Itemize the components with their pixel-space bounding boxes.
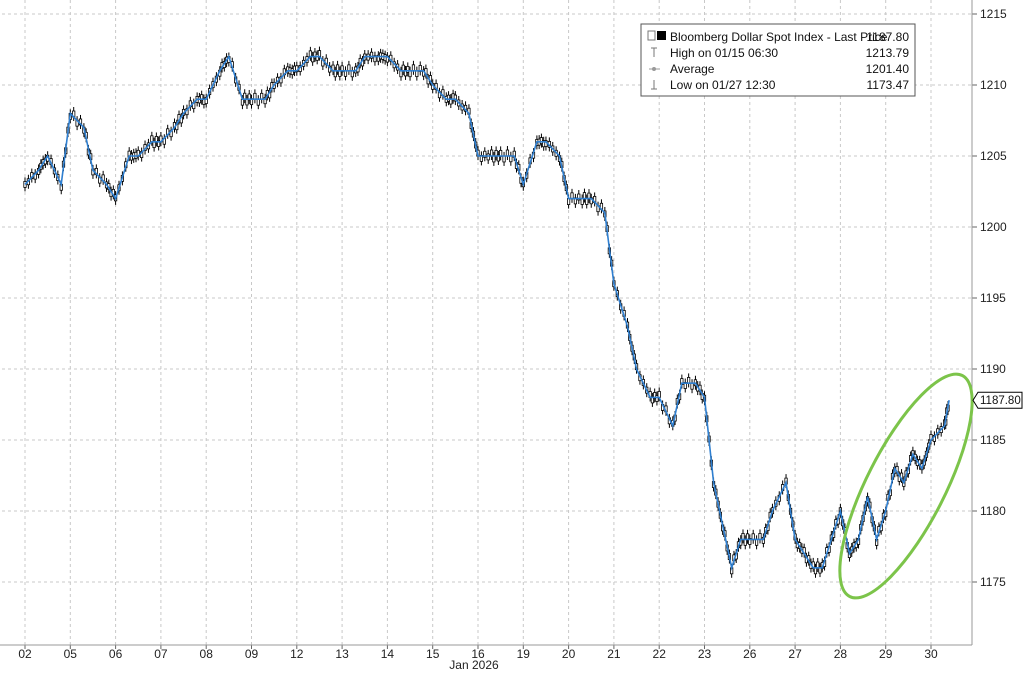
x-tick-label: 29 (879, 647, 893, 661)
high-marker-icon (651, 47, 657, 57)
y-axis-tick-labels: 1175 1180 1185 1190 1195 1200 1205 1210 1215 (972, 7, 1007, 589)
y-tick-label: 1185 (980, 433, 1006, 447)
legend-low-value: 1173.47 (867, 78, 910, 92)
candle-body (240, 98, 245, 106)
x-tick-label: 05 (64, 647, 78, 661)
x-tick-label: 27 (788, 647, 802, 661)
candle-body (758, 533, 762, 540)
legend-collapse-icon (647, 30, 656, 41)
x-axis-tick-labels: 02 05 06 07 08 09 12 13 14 15 16 19 20 21 22 23 26 27 28 29… (18, 645, 938, 661)
y-tick-label: 1195 (980, 291, 1006, 305)
candle-body (741, 533, 745, 540)
y-tick-label: 1180 (980, 504, 1006, 518)
legend-low-label: Low on 01/27 12:30 (670, 78, 776, 92)
candle-body (335, 64, 340, 72)
x-tick-label: 08 (200, 647, 214, 661)
candle-body (317, 50, 322, 58)
candle-body (567, 198, 571, 205)
legend-average-label: Average (670, 62, 715, 76)
x-tick-label: 12 (290, 647, 304, 661)
legend-series-swatch (657, 31, 666, 40)
candle-body (347, 64, 351, 72)
x-tick-label: 26 (743, 647, 757, 661)
last-price-tag-shape (972, 391, 1023, 409)
y-tick-label: 1210 (980, 78, 1007, 92)
candle-body (754, 538, 759, 546)
highlight-ellipse (838, 372, 974, 600)
candle-body (403, 69, 408, 77)
x-tick-label: 19 (517, 647, 531, 661)
candle-body (483, 150, 487, 158)
candle-body (399, 70, 403, 78)
x-tick-label: 14 (381, 647, 395, 661)
legend-title: Bloomberg Dollar Spot Index - Last Price (670, 30, 888, 44)
legend-title-value: 1187.80 (867, 30, 910, 44)
x-tick-label: 02 (18, 647, 32, 661)
candle-body (577, 193, 581, 201)
last-price-tag: 1187.80 (972, 391, 1023, 409)
candle-body (813, 567, 818, 575)
candle-body (505, 149, 510, 157)
candle-body (369, 51, 374, 59)
candle-body (243, 92, 247, 100)
x-tick-label: 15 (426, 647, 440, 661)
candle-body (453, 94, 457, 102)
y-tick-label: 1175 (980, 575, 1006, 589)
candle-body (743, 538, 747, 546)
candle-body (486, 153, 490, 161)
candle-body (200, 94, 204, 102)
legend-average-value: 1201.40 (866, 62, 910, 76)
candle-body (157, 140, 161, 147)
x-tick-label: 09 (245, 647, 259, 661)
candle-body (657, 391, 661, 398)
x-axis-title: Jan 2026 (449, 658, 499, 672)
last-price-tag-label: 1187.80 (980, 395, 1021, 407)
candle-body (655, 395, 659, 402)
candle-body (411, 64, 416, 72)
average-marker-icon (649, 67, 660, 71)
series-line (24, 54, 950, 571)
x-tick-label: 16 (471, 647, 485, 661)
x-tick-label: 07 (154, 647, 168, 661)
candle-body (582, 192, 587, 200)
y-tick-label: 1190 (980, 362, 1006, 376)
legend-frame (640, 23, 916, 97)
x-tick-label: 23 (698, 647, 712, 661)
candle-body (748, 538, 752, 545)
candle-body (489, 149, 494, 157)
y-tick-label: 1215 (980, 7, 1007, 21)
candle-body (333, 70, 337, 78)
x-tick-label: 21 (607, 647, 621, 661)
candle-body (690, 382, 694, 390)
x-tick-label: 13 (335, 647, 349, 661)
candle-body (350, 70, 354, 78)
candle-body (502, 155, 506, 163)
candle-body (406, 65, 410, 73)
x-tick-label: 28 (834, 647, 848, 661)
candle-body (150, 135, 154, 143)
candle-body (373, 55, 377, 63)
x-tick-label: 20 (562, 647, 576, 661)
candle-body (340, 65, 344, 73)
candle-body (256, 98, 260, 106)
legend-box: Bloomberg Dollar Spot Index - Last Price… (640, 23, 916, 97)
x-tick-label: 06 (109, 647, 123, 661)
x-tick-label: 22 (653, 647, 667, 661)
candle-body (496, 154, 500, 162)
y-tick-label: 1200 (980, 220, 1007, 234)
y-tick-label: 1205 (980, 149, 1007, 163)
legend-high-value: 1213.79 (866, 46, 910, 60)
low-marker-icon (651, 80, 657, 90)
legend-high-label: High on 01/15 06:30 (670, 46, 778, 60)
candle-body (449, 97, 453, 105)
candle-body (492, 155, 496, 163)
x-tick-label: 30 (924, 647, 938, 661)
